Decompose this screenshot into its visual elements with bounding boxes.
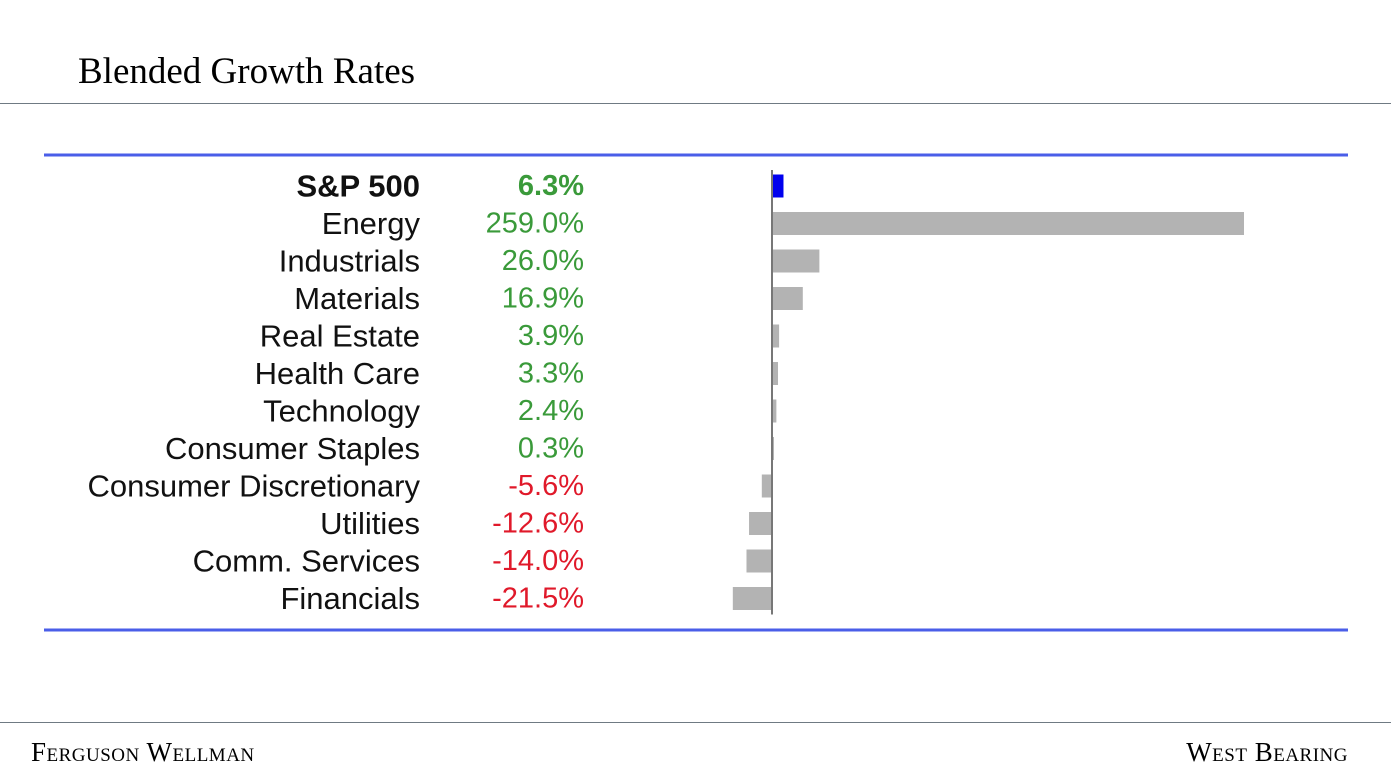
category-label-sandp-500: S&P 500 [296, 169, 420, 204]
category-label-comm-services: Comm. Services [193, 544, 420, 579]
growth-rates-chart: S&P 500 6.3% Energy 259.0% Industrials 26.0% M… [44, 153, 1348, 632]
bar-energy [772, 212, 1244, 235]
category-label-materials: Materials [294, 281, 420, 316]
bar-technology [772, 399, 777, 423]
value-label-utilities: -12.6% [492, 508, 584, 540]
bar-sandp-500 [772, 174, 784, 198]
category-label-utilities: Utilities [320, 506, 420, 541]
bar-industrials [772, 249, 820, 273]
bar-comm-services [746, 549, 772, 573]
value-label-materials: 16.9% [502, 283, 584, 315]
category-label-real-estate: Real Estate [260, 319, 420, 354]
category-label-energy: Energy [322, 206, 421, 241]
footer-brand-left: Ferguson Wellman [31, 737, 255, 767]
category-label-industrials: Industrials [279, 244, 420, 279]
page-title: Blended Growth Rates [78, 51, 416, 92]
footer-divider [0, 722, 1391, 723]
value-label-real-estate: 3.9% [518, 320, 584, 352]
bar-consumer-discretionary [761, 474, 772, 498]
value-label-financials: -21.5% [492, 583, 584, 615]
value-label-technology: 2.4% [518, 395, 584, 427]
footer-brand-right: West Bearing [1186, 737, 1348, 767]
value-label-sandp-500: 6.3% [518, 170, 584, 202]
category-label-technology: Technology [263, 394, 420, 429]
value-label-energy: 259.0% [486, 208, 584, 240]
bar-materials [772, 287, 803, 310]
bar-health-care [772, 362, 779, 385]
category-label-consumer-staples: Consumer Staples [165, 431, 420, 466]
value-label-consumer-discretionary: -5.6% [508, 470, 584, 502]
bar-utilities [749, 512, 772, 535]
category-label-financials: Financials [280, 581, 420, 616]
bar-real-estate [772, 324, 780, 348]
title-divider [0, 103, 1391, 104]
value-label-health-care: 3.3% [518, 358, 584, 390]
category-label-health-care: Health Care [255, 356, 420, 391]
value-label-comm-services: -14.0% [492, 545, 584, 577]
category-label-consumer-discretionary: Consumer Discretionary [88, 469, 421, 504]
value-label-consumer-staples: 0.3% [518, 433, 584, 465]
bar-financials [732, 587, 772, 610]
value-label-industrials: 26.0% [502, 245, 584, 277]
